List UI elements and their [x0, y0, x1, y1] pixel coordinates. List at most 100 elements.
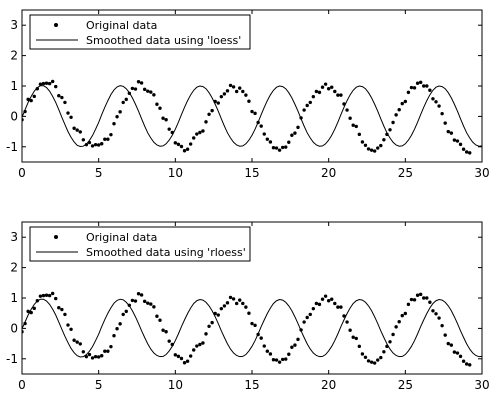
data-point: [320, 297, 325, 301]
data-point: [326, 299, 331, 303]
data-point: [234, 89, 239, 94]
data-point: [238, 86, 242, 90]
x-tick-label: 5: [95, 378, 103, 392]
data-point: [406, 90, 411, 95]
data-point: [376, 146, 380, 150]
data-point: [391, 332, 395, 337]
y-tick-label: -1: [6, 140, 18, 154]
data-point: [354, 124, 358, 129]
data-point: [204, 120, 208, 124]
data-point: [333, 301, 337, 306]
data-point: [225, 301, 230, 305]
data-point: [149, 90, 153, 94]
data-point: [287, 140, 291, 144]
data-point: [428, 88, 432, 92]
data-point: [44, 293, 49, 297]
data-point: [179, 144, 184, 149]
data-point: [265, 137, 270, 141]
data-point: [247, 311, 251, 315]
data-point: [118, 110, 122, 114]
data-point: [449, 131, 454, 135]
y-tick-label: 3: [10, 18, 18, 32]
data-point: [388, 128, 392, 132]
data-point: [452, 350, 457, 354]
data-point: [326, 87, 331, 91]
legend-entry-smoothed: Smoothed data using 'loess': [86, 34, 241, 47]
original-data-series: [22, 0, 483, 367]
data-point: [188, 142, 193, 146]
data-point: [244, 305, 248, 309]
data-point: [57, 306, 61, 310]
data-point: [403, 311, 408, 316]
data-point: [155, 102, 159, 106]
data-point: [54, 84, 58, 89]
x-tick-label: 10: [168, 166, 183, 180]
data-point: [192, 348, 196, 352]
data-point: [54, 296, 58, 301]
data-point: [112, 334, 116, 338]
data-point: [477, 0, 480, 2]
data-point: [75, 340, 79, 344]
data-point: [333, 89, 337, 94]
data-point: [394, 113, 398, 117]
data-point: [412, 86, 417, 90]
data-point: [302, 320, 306, 324]
data-point: [234, 301, 239, 306]
data-point: [121, 100, 125, 105]
data-point: [480, 0, 483, 2]
data-point: [109, 132, 113, 137]
data-point: [238, 298, 242, 302]
data-point: [422, 84, 426, 88]
data-point: [431, 309, 435, 313]
data-point: [262, 132, 266, 136]
data-point: [216, 313, 220, 317]
data-point: [428, 300, 432, 304]
smoothed-line: [22, 85, 482, 148]
legend-entry-original: Original data: [86, 19, 157, 32]
data-point: [363, 355, 368, 359]
data-point: [400, 313, 404, 318]
data-point: [50, 79, 55, 84]
legend-marker-point: [54, 235, 58, 239]
data-point: [38, 82, 43, 86]
data-point: [228, 295, 233, 300]
data-point: [78, 130, 82, 134]
data-point: [253, 111, 257, 116]
data-point: [63, 312, 67, 317]
data-point: [93, 142, 98, 147]
data-point: [29, 98, 33, 103]
data-point: [146, 301, 150, 305]
data-point: [75, 128, 79, 132]
data-point: [330, 297, 334, 301]
data-point: [336, 93, 340, 97]
data-point: [241, 89, 245, 94]
data-point: [222, 92, 227, 96]
data-point: [403, 99, 408, 104]
data-point: [308, 100, 312, 105]
data-point: [63, 100, 67, 105]
y-tick-label: 2: [10, 261, 18, 275]
data-point: [22, 330, 24, 334]
data-point: [406, 302, 411, 307]
data-point: [146, 89, 150, 93]
data-point: [449, 343, 454, 347]
y-tick-label: -1: [6, 352, 18, 366]
data-point: [219, 306, 224, 311]
data-point: [244, 93, 248, 97]
data-point: [207, 112, 211, 116]
data-point: [271, 146, 276, 150]
data-point: [167, 127, 171, 131]
data-point: [339, 93, 343, 97]
x-tick-label: 15: [244, 166, 259, 180]
legend-box: [29, 14, 251, 50]
data-point: [192, 136, 196, 140]
data-point: [480, 0, 483, 2]
data-point: [44, 81, 49, 85]
data-point: [38, 294, 43, 298]
data-point: [437, 316, 441, 320]
data-point: [397, 320, 401, 324]
data-point: [348, 116, 352, 120]
data-point: [366, 359, 371, 363]
